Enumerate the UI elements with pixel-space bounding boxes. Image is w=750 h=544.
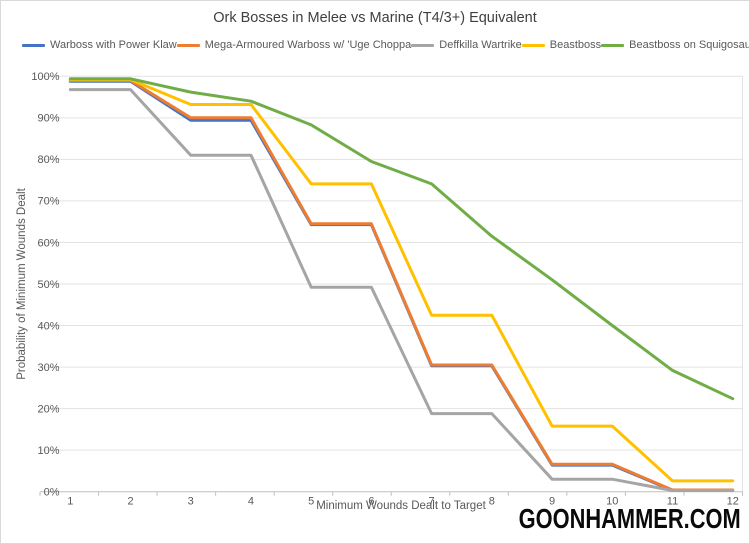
series-line-2 xyxy=(68,88,735,492)
legend-swatch-icon xyxy=(176,43,200,47)
legend-item-1: Mega-Armoured Warboss w/ 'Uge Choppa xyxy=(176,39,412,51)
legend-label: Warboss with Power Klaw xyxy=(50,39,177,51)
chart-title: Ork Bosses in Melee vs Marine (T4/3+) Eq… xyxy=(213,10,537,26)
legend-label: Beastboss on Squigosaur xyxy=(629,39,750,51)
series-line-3 xyxy=(68,78,735,483)
x-tick-label: 4 xyxy=(248,496,254,508)
x-tick-label: 9 xyxy=(549,496,555,508)
legend-label: Beastboss xyxy=(549,39,602,51)
watermark-text: GOONHAMMER.COM xyxy=(518,503,741,534)
y-tick-label: 90% xyxy=(37,113,59,125)
x-tick-label: 10 xyxy=(606,496,618,508)
x-tick-label: 2 xyxy=(127,496,133,508)
y-tick-label: 30% xyxy=(37,362,59,374)
x-tick-label: 1 xyxy=(67,496,73,508)
series-line-1 xyxy=(68,79,735,492)
series-line-4 xyxy=(68,77,735,401)
x-tick-label: 11 xyxy=(667,496,678,508)
legend-label: Mega-Armoured Warboss w/ 'Uge Choppa xyxy=(204,39,412,51)
legend-item-3: Beastboss xyxy=(521,39,602,51)
legend-swatch-icon xyxy=(601,43,625,47)
y-tick-label: 100% xyxy=(31,71,59,83)
legend-item-0: Warboss with Power Klaw xyxy=(22,39,177,51)
y-tick-label: 20% xyxy=(37,403,59,415)
y-tick-label: 80% xyxy=(37,154,59,166)
legend-swatch-icon xyxy=(521,43,545,47)
x-tick-label: 8 xyxy=(489,496,495,508)
x-tick-label: 3 xyxy=(188,496,194,508)
legend-item-4: Beastboss on Squigosaur xyxy=(601,39,750,51)
y-tick-label: 10% xyxy=(37,445,59,457)
x-tick-label: 7 xyxy=(429,496,435,508)
y-tick-label: 60% xyxy=(37,237,59,249)
y-tick-label: 0% xyxy=(44,487,60,499)
y-tick-label: 50% xyxy=(37,279,59,291)
legend-swatch-icon xyxy=(411,43,435,47)
y-tick-label: 70% xyxy=(37,196,59,208)
x-axis-title: Minimum Wounds Dealt to Target xyxy=(316,500,486,512)
y-tick-label: 40% xyxy=(37,320,59,332)
legend-swatch-icon xyxy=(22,43,45,47)
x-tick-label: 5 xyxy=(308,496,314,508)
series-line-0 xyxy=(68,79,735,492)
legend-item-2: Deffkilla Wartrike xyxy=(411,39,522,51)
legend-label: Deffkilla Wartrike xyxy=(439,39,522,51)
y-axis-title: Probability of Minimum Wounds Dealt xyxy=(16,188,28,380)
x-tick-label: 6 xyxy=(368,496,374,508)
x-tick-label: 12 xyxy=(727,496,739,508)
chart-legend: Warboss with Power Klaw Mega-Armoured War… xyxy=(22,39,749,51)
